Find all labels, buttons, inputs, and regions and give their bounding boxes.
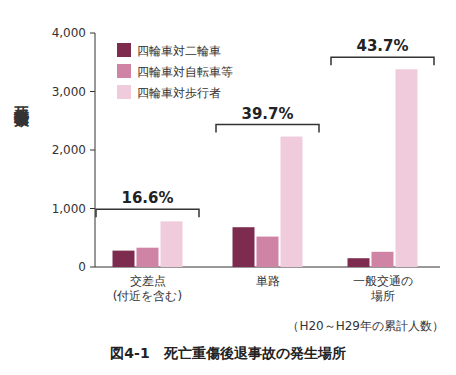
y-tick [90,91,95,92]
y-tick [90,150,95,151]
bar [257,237,279,267]
legend-swatch [117,43,131,57]
bar [372,252,394,267]
bars [113,69,418,267]
y-tick [90,267,95,268]
annotation: 39.7% [241,105,293,123]
chart-root: 0 1,000 2,000 3,000 4,000 死亡重傷者数交差点(付近を含む) 単路 一… [0,0,456,375]
x-tick-label-line: (付近を含む) [113,289,182,303]
annotation: 43.7% [356,37,408,55]
legend-label: 四輪車対歩行者 [137,86,221,100]
bracket [331,57,434,65]
chart-svg: 0 1,000 2,000 3,000 4,000 死亡重傷者数交差点(付近を含む) 単路 一… [0,0,456,375]
legend-label: 四輪車対二輪車 [137,44,221,58]
y-tick-label: 3,000 [52,85,86,99]
x-tick-label: 一般交通の場所 [353,274,413,303]
bar [233,227,255,267]
legend-swatch [117,64,131,78]
y-tick [90,33,95,34]
bar [161,221,183,267]
bar [137,248,159,267]
bar [396,69,418,267]
x-tick-label-line: 交差点 [130,274,166,288]
y-tick-label: 0 [78,260,86,274]
legend-label: 四輪車対自転車等 [137,65,233,79]
legend-swatch [117,85,131,99]
y-tick-label: 4,000 [52,26,86,40]
annotation: 16.6% [121,189,173,207]
bar [348,258,370,267]
y-tick [90,208,95,209]
bracket [96,209,199,217]
legend: 四輪車対二輪車四輪車対自転車等四輪車対歩行者 [117,43,233,100]
x-tick-label: 単路 [256,274,280,288]
y-tick-label: 2,000 [52,143,86,157]
title: 図4-1 死亡重傷後退事故の発生場所 [110,345,345,361]
x-tick-label: 交差点(付近を含む) [113,274,182,303]
x-tick-label-line: 一般交通の [353,274,413,288]
bracket [216,125,319,133]
y-axis-label: 死亡重傷者数 [13,95,31,128]
note: （H20～H29年の累計人数） [287,319,444,333]
x-tick-label-line: 場所 [370,289,395,303]
bar [281,137,303,267]
bar [113,251,135,267]
y-tick-label: 1,000 [52,202,86,216]
x-tick-label-line: 単路 [256,274,280,288]
